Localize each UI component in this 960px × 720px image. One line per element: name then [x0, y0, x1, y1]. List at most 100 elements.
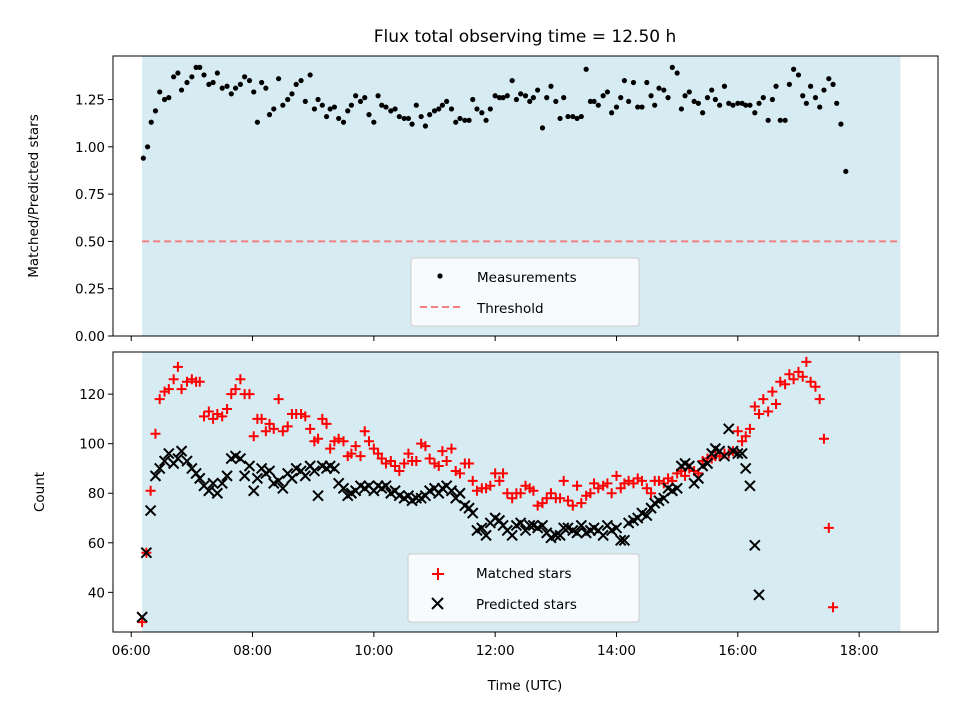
measurement-point: [193, 64, 199, 70]
matched-star-point: [464, 458, 475, 469]
measurement-point: [752, 110, 758, 116]
matched-star-point: [154, 394, 165, 405]
measurement-point: [345, 108, 351, 114]
predicted-star-point: [610, 522, 623, 534]
matched-star-point: [545, 488, 556, 499]
bot-ytick-label: 120: [79, 387, 105, 403]
measurement-point: [383, 104, 389, 110]
predicted-star-point: [312, 490, 324, 502]
measurement-point: [388, 108, 394, 114]
bottom-legend-box: [407, 553, 640, 623]
measurement-point: [695, 100, 701, 106]
predicted-star-point: [149, 470, 162, 482]
measurement-point: [161, 96, 168, 103]
measurement-point: [353, 93, 359, 99]
matched-star-point: [567, 500, 578, 511]
measurement-point: [686, 89, 692, 95]
measurement-point: [457, 115, 463, 122]
measurement-point: [448, 106, 455, 112]
measurement-point: [712, 96, 718, 103]
measurement-point: [280, 102, 286, 108]
measurement-point: [656, 85, 662, 91]
measurement-point: [362, 95, 368, 101]
matched-star-point: [338, 436, 349, 447]
predicted-star-point: [136, 611, 148, 623]
predicted-star-point: [723, 423, 735, 435]
matched-star-point: [732, 426, 743, 437]
measurement-point: [800, 93, 806, 99]
measurement-point: [251, 89, 257, 95]
measurement-point: [487, 106, 493, 112]
measurement-point: [276, 76, 282, 82]
matched-star-point: [137, 617, 148, 628]
predicted-star-point: [718, 450, 731, 462]
measurement-point: [678, 106, 685, 112]
measurement-point: [553, 98, 559, 105]
matched-star-point: [282, 421, 293, 432]
measurement-point: [500, 95, 506, 101]
matched-star-point: [805, 376, 816, 387]
matched-star-point: [194, 376, 205, 387]
measurement-point: [760, 95, 766, 101]
measurement-point: [375, 93, 381, 99]
matched-star-point: [355, 451, 366, 462]
predicted-star-point: [175, 445, 188, 457]
matched-star-point: [433, 460, 444, 471]
predicted-star-point: [671, 482, 683, 494]
matched-star-point: [454, 468, 465, 479]
matched-star-point: [268, 423, 279, 434]
predicted-star-point: [163, 447, 175, 460]
measurement-point: [648, 93, 654, 99]
predicted-star-point: [243, 460, 256, 472]
matched-star-point: [244, 389, 255, 400]
measurement-point: [466, 117, 472, 123]
measurements-series: [140, 64, 849, 175]
predicted-star-point: [144, 504, 157, 517]
matched-star-point: [754, 408, 765, 419]
top-ytick-label: 1.00: [75, 140, 105, 156]
measurement-point: [548, 83, 554, 89]
measurement-point: [795, 72, 802, 78]
matched-star-point: [420, 441, 431, 452]
matched-star-point: [828, 602, 839, 613]
measurement-point: [189, 74, 195, 80]
matched-star-point: [441, 456, 452, 467]
measurement-point: [626, 98, 632, 105]
measurement-point: [401, 115, 407, 122]
measurement-point: [171, 74, 177, 80]
matched-star-point: [485, 480, 496, 491]
predicted-star-point: [536, 519, 549, 532]
measurement-point: [210, 79, 216, 86]
measurement-point: [214, 70, 220, 76]
measurement-point: [513, 96, 520, 103]
matched-star-point: [744, 423, 755, 434]
matched-star-point: [217, 411, 228, 422]
matched-star-point: [313, 433, 324, 444]
bottom-x-axis: 06:00 08:00 10:00 12:00 14:00 16:00 18:00: [112, 632, 879, 659]
matched-star-point: [636, 475, 647, 486]
predicted-star-point: [172, 452, 184, 465]
matched-star-point: [235, 374, 246, 385]
measurement-point: [422, 123, 429, 129]
measurement-point: [700, 110, 706, 116]
measurement-point: [323, 113, 330, 120]
matched-star-point: [680, 470, 691, 481]
measurement-point: [535, 87, 541, 93]
matched-star-point: [394, 465, 405, 476]
matched-star-point: [528, 485, 539, 496]
matched-star-point: [498, 468, 509, 479]
matched-star-point: [198, 411, 209, 422]
measurement-point: [206, 81, 212, 87]
measurement-point: [583, 66, 589, 72]
top-x-ticks: [130, 336, 860, 341]
top-y-axis: 0.00 0.25 0.50 0.75 1.00 1.25: [75, 93, 113, 345]
measurement-point: [743, 102, 749, 108]
measurement-point: [817, 104, 823, 110]
predicted-star-point: [158, 455, 171, 467]
measurement-point: [504, 93, 510, 99]
matched-star-point: [273, 394, 284, 405]
xtick-label: 14:00: [597, 643, 636, 659]
measurement-point: [791, 66, 797, 72]
matched-star-point: [150, 428, 161, 439]
